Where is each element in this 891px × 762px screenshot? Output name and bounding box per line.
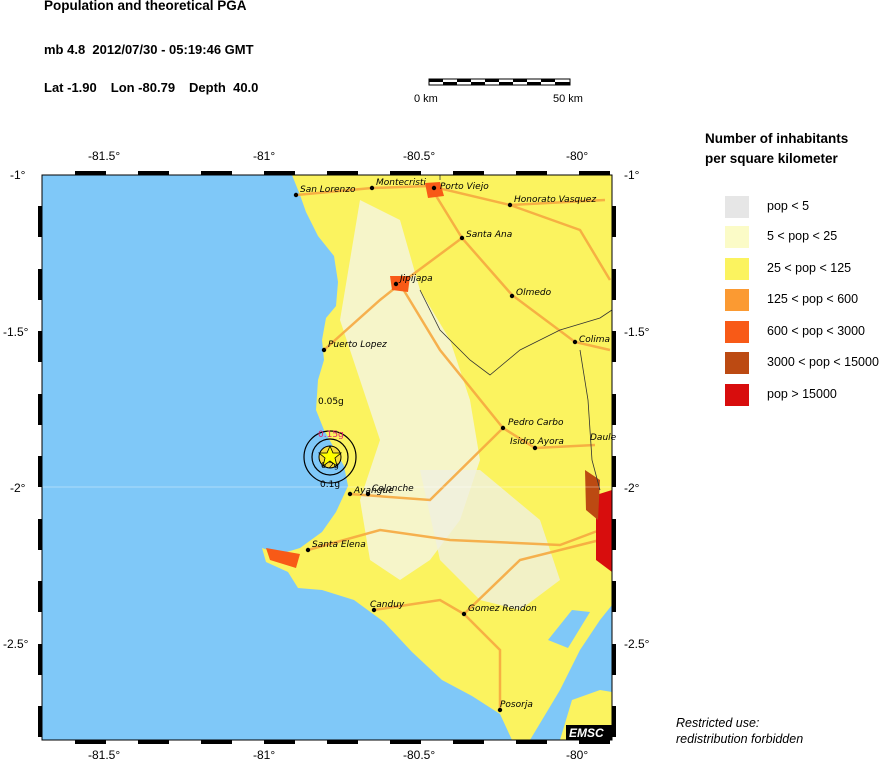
town-label: Jipijapa [398, 274, 433, 284]
legend-label: pop < 5 [767, 199, 810, 213]
town-dot [509, 293, 515, 299]
right-lat-label: -2° [624, 481, 640, 495]
epicenter-star-icon [317, 444, 343, 467]
left-lat-label: -2.5° [3, 637, 29, 651]
legend-swatch [725, 321, 749, 343]
legend-swatch [725, 289, 749, 311]
town-label: Ayangue [353, 486, 394, 496]
town-dot [371, 607, 377, 613]
town-dot [305, 547, 311, 553]
longitude-value: Lon -80.79 [110, 80, 176, 95]
right-lat-label: -2.5° [624, 637, 650, 651]
town-label: Montecristi [376, 178, 426, 188]
town-label: Canduy [370, 600, 405, 610]
legend-label: 600 < pop < 3000 [767, 324, 866, 338]
town-markers: San Lorenzo Montecristi Porto Viejo Hono… [293, 178, 617, 713]
right-lat-label: -1.5° [624, 325, 650, 339]
legend-label: 5 < pop < 25 [767, 229, 838, 243]
legend-title-line: per square kilometer [705, 151, 838, 166]
town-dot [393, 281, 399, 287]
town-dot [369, 185, 375, 191]
location-info: Lat -1.90 Lon -80.79 Depth 40.0 [44, 80, 272, 95]
bottom-lon-label: -81° [253, 748, 276, 762]
usage-notice: Restricted use: redistribution forbidden [676, 715, 803, 747]
town-label: Honorato Vasquez [514, 195, 596, 205]
emsc-logo: EMSC [566, 725, 612, 740]
map-title: Population and theoretical PGA [44, 0, 247, 13]
top-lon-label: -81° [253, 149, 276, 163]
pga-contours: 0.05g 0.1g 0.15g 0.2g [303, 397, 357, 490]
town-label: Colima [579, 335, 610, 345]
legend-swatch [725, 226, 749, 248]
left-lat-label: -2° [10, 481, 26, 495]
town-dot [365, 491, 371, 497]
legend-label: 25 < pop < 125 [767, 261, 852, 275]
town-dot [532, 445, 538, 451]
town-dot [459, 235, 465, 241]
town-label: San Lorenzo [300, 185, 356, 195]
scale-start-label: 0 km [414, 93, 438, 105]
town-dot [507, 202, 513, 208]
legend-swatch [725, 196, 749, 218]
legend-label: 125 < pop < 600 [767, 292, 859, 306]
town-label: Santa Elena [312, 540, 366, 550]
top-lon-label: -80.5° [403, 149, 436, 163]
bottom-lon-label: -80° [566, 748, 589, 762]
frame-ticks [38, 171, 616, 744]
town-dot [497, 707, 503, 713]
pga-label-center: 0.2g [321, 461, 339, 470]
scale-end-label: 50 km [553, 93, 583, 105]
town-label: Daule [590, 433, 617, 443]
svg-text:EMSC: EMSC [569, 726, 604, 740]
top-lon-label: -81.5° [88, 149, 121, 163]
town-label: Isidro Ayora [510, 437, 564, 447]
town-label: Puerto Lopez [328, 340, 387, 350]
town-dot [321, 347, 327, 353]
town-dot [293, 192, 299, 198]
scale-bar [428, 78, 571, 86]
town-label: Posorja [500, 700, 533, 710]
legend-label: pop > 15000 [767, 387, 837, 401]
legend-title: Number of inhabitants per square kilomet… [705, 129, 885, 169]
pga-label-inner: 0.15g [318, 430, 344, 440]
town-dot [500, 425, 506, 431]
legend-title-line: Number of inhabitants [705, 131, 849, 146]
top-lon-label: -80° [566, 149, 589, 163]
town-dot [461, 611, 467, 617]
latitude-value: Lat -1.90 [44, 80, 97, 95]
depth-value: Depth 40.0 [189, 80, 259, 95]
town-dot [347, 491, 353, 497]
bottom-lon-label: -80.5° [403, 748, 436, 762]
town-label: Santa Ana [466, 230, 512, 240]
town-label: Colonche [372, 484, 414, 494]
pga-label-middle: 0.1g [320, 480, 340, 490]
event-info: mb 4.8 2012/07/30 - 05:19:46 GMT [44, 42, 254, 57]
left-lat-label: -1.5° [3, 325, 29, 339]
right-lat-label: -1° [624, 168, 640, 182]
legend-swatch [725, 352, 749, 374]
town-dot [572, 339, 578, 345]
usage-notice-line: Restricted use: [676, 716, 760, 730]
town-label: Pedro Carbo [508, 418, 564, 428]
legend-swatch [725, 384, 749, 406]
left-lat-label: -1° [10, 168, 26, 182]
legend-swatch [725, 258, 749, 280]
town-dot [431, 185, 437, 191]
usage-notice-line: redistribution forbidden [676, 732, 804, 746]
town-label: Gomez Rendon [468, 604, 537, 614]
bottom-lon-label: -81.5° [88, 748, 121, 762]
urban-area [596, 490, 612, 572]
town-label: Olmedo [516, 288, 552, 298]
town-label: Porto Viejo [440, 182, 489, 192]
pga-label-outer: 0.05g [318, 397, 344, 407]
legend-label: 3000 < pop < 15000 [767, 355, 879, 369]
province-boundary [419, 175, 612, 491]
